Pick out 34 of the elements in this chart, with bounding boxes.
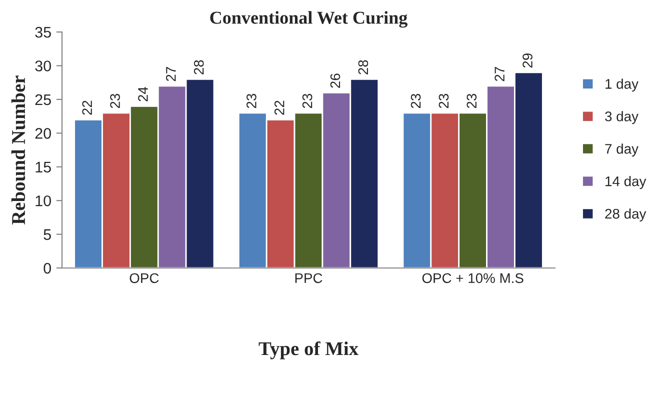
y-axis-title: Rebound Number	[11, 76, 26, 224]
data-label: 24	[138, 86, 148, 102]
y-tick-label: 25	[35, 94, 51, 106]
legend-label: 1 day	[606, 78, 638, 92]
data-label: 28	[358, 60, 368, 74]
data-label: 22	[274, 100, 284, 115]
x-tick-label: OPC + 10% M.S	[422, 273, 524, 284]
data-label: 23	[302, 94, 312, 108]
x-axis-title: Type of Mix	[258, 341, 358, 360]
chart-title: Conventional Wet Curing	[210, 11, 408, 28]
data-label: 22	[82, 100, 92, 115]
data-label: 27	[494, 67, 504, 82]
data-label: 23	[410, 94, 421, 108]
data-label: 23	[110, 94, 120, 108]
data-label: 23	[438, 94, 449, 108]
data-label: 23	[466, 94, 477, 108]
legend-label: 7 day	[605, 144, 638, 157]
y-tick-label: 20	[35, 128, 51, 139]
y-tick-label: 35	[35, 26, 51, 38]
data-label: 29	[522, 54, 532, 68]
legend-label: 3 day	[605, 111, 638, 124]
y-tick-label: 5	[44, 229, 51, 240]
y-tick-label: 15	[36, 162, 51, 173]
x-tick-label: PPC	[295, 273, 322, 284]
legend-label: 14 day	[606, 176, 646, 189]
y-tick-label: 30	[35, 60, 51, 72]
data-label: 23	[246, 94, 256, 108]
data-label: 28	[194, 60, 204, 74]
y-tick-label: 10	[36, 195, 51, 206]
data-label: 27	[166, 67, 176, 82]
x-tick-label: OPC	[130, 273, 159, 284]
legend-label: 28 day	[605, 208, 646, 222]
data-label: 26	[330, 74, 340, 88]
y-tick-label: 0	[44, 262, 51, 274]
